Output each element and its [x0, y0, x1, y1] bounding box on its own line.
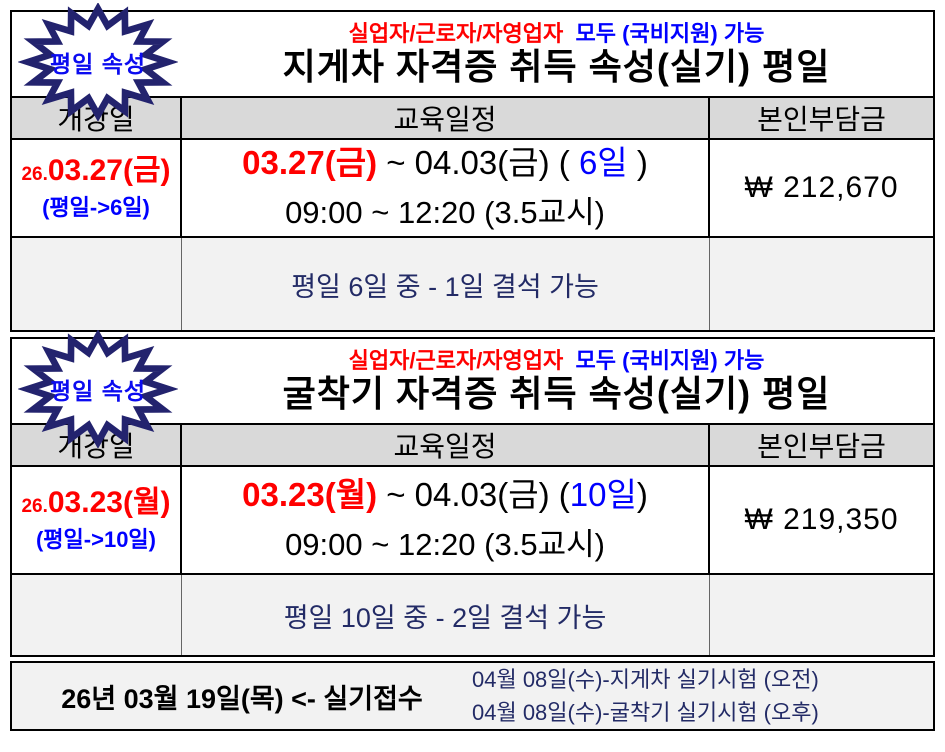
absence-note: 평일 6일 중 - 1일 결석 가능 [180, 236, 710, 332]
eligibility-line: 실업자/근로자/자영업자 모두 (국비지원) 가능 [180, 348, 933, 373]
absence-empty-left [10, 573, 182, 657]
section-title-block: 실업자/근로자/자영업자 모두 (국비지원) 가능 굴착기 자격증 취득 속성(… [10, 337, 935, 423]
eligibility-blue-text: 모두 (국비지원) 가능 [575, 347, 765, 373]
start-date-note: (평일->6일) [42, 195, 150, 220]
absence-empty-right [708, 236, 935, 332]
exam-date-forklift: 04월 08일(수)-지게차 실기시험 (오전) [472, 667, 819, 692]
header-schedule: 교육일정 [180, 96, 710, 140]
exam-dates: 04월 08일(수)-지게차 실기시험 (오전) 04월 08일(수)-굴착기 … [472, 663, 819, 729]
start-date-cell: 26.03.27(금) (평일->6일) [10, 138, 182, 238]
eligibility-red-text: 실업자/근로자/자영업자 [348, 347, 564, 373]
table-header-row: 개강일 교육일정 본인부담금 [10, 423, 935, 467]
course-title: 굴착기 자격증 취득 속성(실기) 평일 [282, 372, 831, 414]
start-date-cell: 26.03.23(월) (평일->10일) [10, 465, 182, 575]
registration-deadline: 26년 03월 19일(목) <- 실기접수 [61, 683, 423, 714]
absence-note: 평일 10일 중 - 2일 결석 가능 [180, 573, 710, 657]
fee-cell: ₩ 219,350 [708, 465, 935, 575]
registration-footer: 26년 03월 19일(목) <- 실기접수 04월 08일(수)-지게차 실기… [10, 661, 935, 731]
course-section-forklift: 평일 속성 실업자/근로자/자영업자 모두 (국비지원) 가능 지게차 자격증 … [10, 3, 935, 332]
course-table: 개강일 교육일정 본인부담금 26.03.27(금) (평일->6일) 03.2… [10, 96, 935, 332]
absence-row: 평일 6일 중 - 1일 결석 가능 [10, 236, 935, 332]
schedule-time: 09:00 ~ 12:20 (3.5교시) [285, 526, 605, 562]
absence-empty-right [708, 573, 935, 657]
header-schedule: 교육일정 [180, 423, 710, 467]
absence-empty-left [10, 236, 182, 332]
header-start-date: 개강일 [10, 423, 182, 467]
start-date-note: (평일->10일) [35, 527, 157, 552]
course-section-excavator: 평일 속성 실업자/근로자/자영업자 모두 (국비지원) 가능 굴착기 자격증 … [10, 330, 935, 657]
section-title-block: 실업자/근로자/자영업자 모두 (국비지원) 가능 지게차 자격증 취득 속성(… [10, 10, 935, 96]
table-row: 26.03.23(월) (평일->10일) 03.23(월) ~ 04.03(금… [10, 465, 935, 575]
table-row: 26.03.27(금) (평일->6일) 03.27(금) ~ 04.03(금)… [10, 138, 935, 238]
start-date: 26.03.23(월) [21, 486, 171, 519]
eligibility-blue-text: 모두 (국비지원) 가능 [575, 20, 765, 46]
eligibility-line: 실업자/근로자/자영업자 모두 (국비지원) 가능 [180, 21, 933, 46]
table-header-row: 개강일 교육일정 본인부담금 [10, 96, 935, 140]
course-title: 지게차 자격증 취득 속성(실기) 평일 [282, 45, 831, 87]
absence-row: 평일 10일 중 - 2일 결석 가능 [10, 573, 935, 657]
course-table: 개강일 교육일정 본인부담금 26.03.23(월) (평일->10일) 03.… [10, 423, 935, 657]
schedule-cell: 03.23(월) ~ 04.03(금) (10일) 09:00 ~ 12:20 … [180, 465, 710, 575]
header-start-date: 개강일 [10, 96, 182, 140]
flyer-page: 평일 속성 실업자/근로자/자영업자 모두 (국비지원) 가능 지게차 자격증 … [0, 3, 945, 752]
header-fee: 본인부담금 [708, 96, 935, 140]
schedule-dates: 03.23(월) ~ 04.03(금) (10일) [242, 476, 648, 514]
schedule-time: 09:00 ~ 12:20 (3.5교시) [285, 194, 605, 230]
schedule-cell: 03.27(금) ~ 04.03(금) ( 6일 ) 09:00 ~ 12:20… [180, 138, 710, 238]
start-date: 26.03.27(금) [21, 154, 171, 187]
exam-date-excavator: 04월 08일(수)-굴착기 실기시험 (오후) [472, 700, 819, 725]
eligibility-red-text: 실업자/근로자/자영업자 [348, 20, 564, 46]
schedule-dates: 03.27(금) ~ 04.03(금) ( 6일 ) [242, 144, 648, 182]
header-fee: 본인부담금 [708, 423, 935, 467]
fee-cell: ₩ 212,670 [708, 138, 935, 238]
